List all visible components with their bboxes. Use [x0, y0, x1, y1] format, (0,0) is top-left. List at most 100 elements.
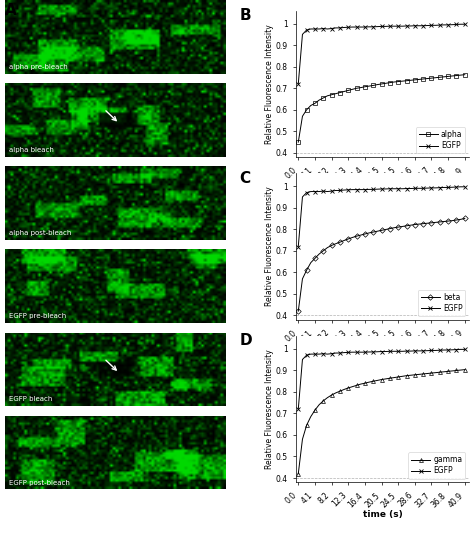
EGFP [300, 356, 305, 362]
gamma [341, 386, 347, 393]
EGFP [362, 24, 368, 30]
EGFP [308, 26, 314, 32]
alpha [333, 91, 338, 97]
EGFP [374, 186, 380, 192]
EGFP [445, 347, 451, 353]
gamma [404, 373, 410, 379]
EGFP [316, 26, 322, 32]
gamma [349, 383, 355, 390]
EGFP [349, 187, 355, 193]
EGFP [391, 348, 397, 354]
EGFP [408, 348, 413, 354]
EGFP [412, 185, 418, 191]
EGFP [395, 185, 401, 192]
beta [462, 215, 468, 222]
EGFP [341, 350, 347, 356]
EGFP [349, 349, 355, 356]
gamma [437, 369, 443, 375]
EGFP [379, 349, 384, 355]
alpha [412, 77, 418, 83]
gamma [370, 378, 376, 384]
EGFP [308, 351, 314, 357]
gamma [333, 390, 338, 396]
beta [395, 224, 401, 230]
Text: EGFP pre-bleach: EGFP pre-bleach [9, 313, 66, 319]
alpha [400, 78, 405, 84]
alpha [341, 88, 347, 95]
Y-axis label: Relative Fluorescence Intensity: Relative Fluorescence Intensity [265, 349, 274, 469]
Text: alpha pre-bleach: alpha pre-bleach [9, 64, 68, 70]
Text: D: D [239, 333, 252, 348]
alpha [433, 75, 438, 81]
EGFP [425, 185, 430, 191]
EGFP [433, 185, 438, 191]
alpha [445, 73, 451, 79]
beta [366, 230, 372, 236]
Line: beta: beta [296, 216, 467, 313]
alpha [366, 83, 372, 90]
EGFP [329, 188, 335, 195]
EGFP [354, 24, 359, 30]
Text: A: A [5, 3, 17, 18]
EGFP [383, 23, 389, 30]
EGFP [454, 346, 459, 353]
EGFP [362, 187, 368, 193]
EGFP [337, 187, 343, 193]
EGFP [462, 346, 468, 352]
gamma [412, 372, 418, 378]
EGFP [379, 186, 384, 192]
EGFP [404, 23, 410, 29]
Text: B: B [239, 8, 251, 23]
Legend: gamma, EGFP: gamma, EGFP [408, 452, 465, 479]
EGFP [374, 23, 380, 30]
alpha [308, 102, 314, 109]
EGFP [312, 351, 318, 357]
EGFP [391, 23, 397, 29]
EGFP [433, 22, 438, 28]
EGFP [449, 184, 455, 190]
EGFP [366, 349, 372, 355]
EGFP [437, 347, 443, 353]
EGFP [320, 351, 326, 357]
beta [358, 232, 364, 238]
EGFP [320, 188, 326, 195]
alpha [404, 77, 410, 84]
EGFP [387, 348, 392, 354]
Line: alpha: alpha [296, 72, 467, 144]
EGFP [441, 22, 447, 28]
beta [441, 219, 447, 225]
Line: EGFP: EGFP [296, 348, 467, 411]
EGFP [437, 22, 443, 28]
EGFP [404, 185, 410, 192]
EGFP [437, 184, 443, 191]
beta [316, 251, 322, 257]
alpha [329, 92, 335, 98]
alpha [374, 82, 380, 88]
EGFP [425, 348, 430, 354]
gamma [445, 368, 451, 375]
alpha [441, 74, 447, 80]
gamma [449, 368, 455, 374]
alpha [387, 79, 392, 86]
EGFP [387, 185, 392, 192]
EGFP [387, 23, 392, 29]
beta [445, 218, 451, 224]
beta [312, 255, 318, 262]
EGFP [333, 187, 338, 193]
alpha [304, 107, 310, 113]
alpha [349, 86, 355, 93]
Y-axis label: Relative Fluorescence Intensity: Relative Fluorescence Intensity [265, 24, 274, 144]
alpha [316, 97, 322, 103]
gamma [337, 388, 343, 394]
alpha [320, 95, 326, 101]
alpha [354, 85, 359, 92]
gamma [433, 369, 438, 376]
beta [449, 217, 455, 224]
gamma [374, 377, 380, 384]
alpha [383, 80, 389, 86]
EGFP [354, 187, 359, 193]
beta [300, 276, 305, 282]
EGFP [458, 21, 464, 27]
Text: EGFP post-bleach: EGFP post-bleach [9, 480, 70, 486]
EGFP [441, 184, 447, 191]
